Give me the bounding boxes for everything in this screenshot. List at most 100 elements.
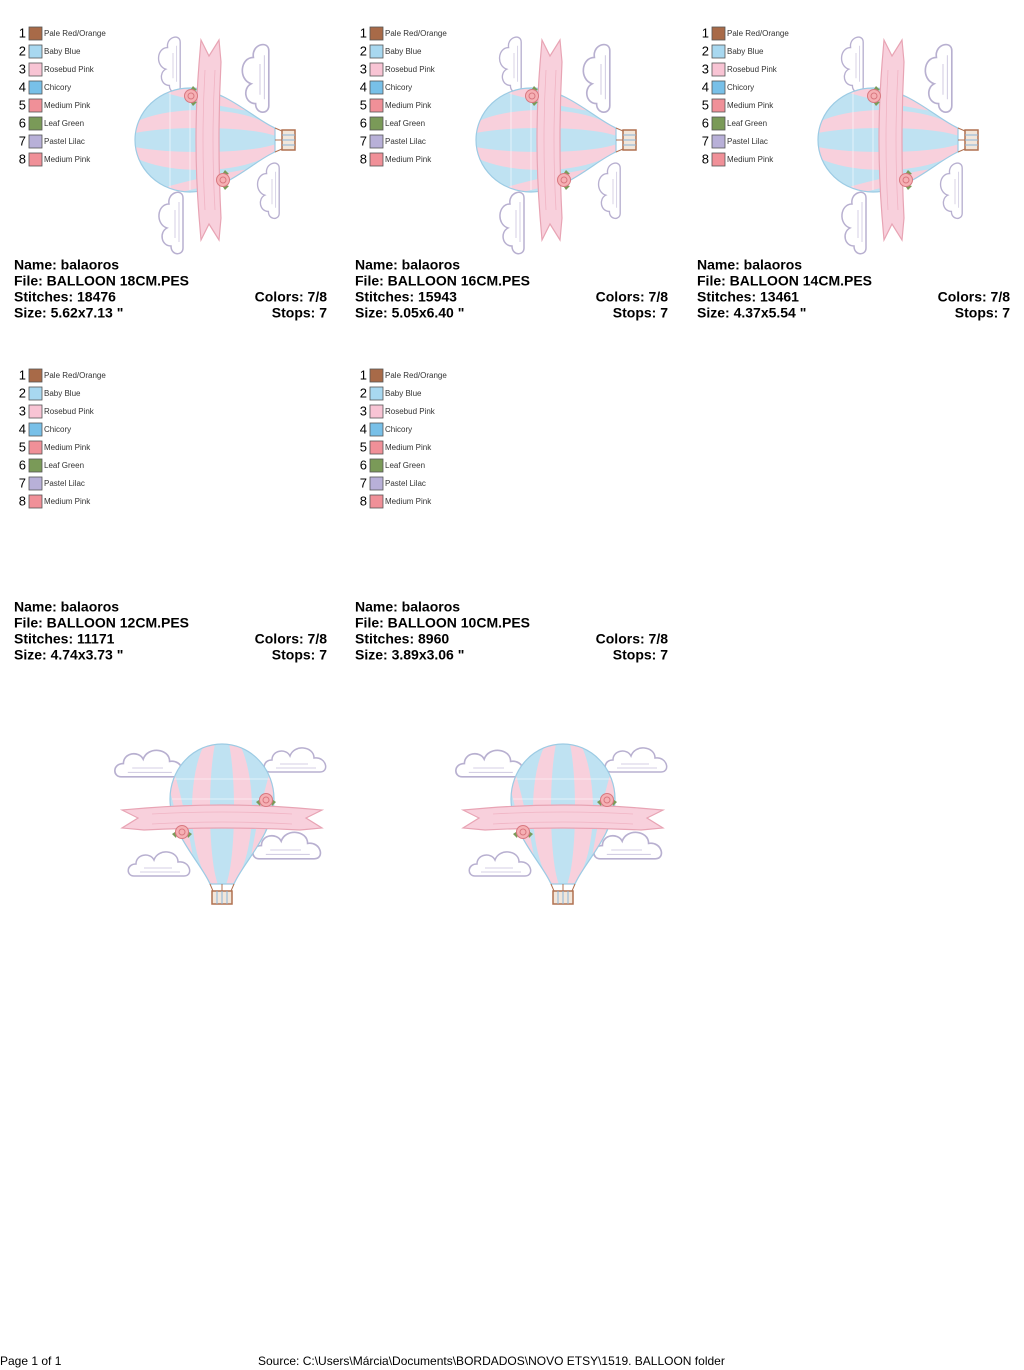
thread-number: 7: [702, 133, 709, 148]
design-stitches: Stitches: 8960: [355, 631, 449, 647]
thread-swatch: [369, 80, 384, 95]
thread-swatch: [711, 44, 726, 59]
design-size: Size: 4.74x3.73 ": [14, 647, 123, 663]
thread-number: 4: [360, 79, 367, 94]
cloud: [939, 162, 963, 220]
design-file: File: BALLOON 16CM.PES: [355, 273, 530, 289]
thread-number: 1: [360, 25, 367, 40]
thread-name: Medium Pink: [44, 497, 91, 506]
cloud: [841, 191, 867, 255]
thread-number: 7: [360, 475, 367, 490]
thread-name: Chicory: [385, 83, 412, 92]
thread-number: 4: [702, 79, 709, 94]
thread-number: 8: [360, 493, 367, 508]
thread-name: Pale Red/Orange: [44, 29, 106, 38]
thread-name: Medium Pink: [44, 101, 91, 110]
thread-number: 8: [702, 151, 709, 166]
design-file: File: BALLOON 14CM.PES: [697, 273, 872, 289]
thread-name: Pale Red/Orange: [385, 29, 447, 38]
thread-name: Medium Pink: [727, 101, 774, 110]
cloud: [157, 36, 181, 94]
thread-number: 5: [19, 97, 26, 112]
thread-name: Leaf Green: [385, 461, 425, 470]
design-stops: Stops: 7: [613, 305, 668, 321]
thread-swatch: [369, 494, 384, 509]
cloud: [604, 747, 668, 773]
thread-name: Rosebud Pink: [385, 407, 436, 416]
thread-swatch: [369, 152, 384, 167]
thread-name: Baby Blue: [727, 47, 764, 56]
thread-name: Pastel Lilac: [385, 479, 426, 488]
thread-number: 6: [360, 115, 367, 130]
thread-number: 2: [19, 385, 26, 400]
cloud: [468, 851, 532, 877]
thread-number: 4: [19, 79, 26, 94]
thread-swatch: [28, 368, 43, 383]
thread-number: 4: [19, 421, 26, 436]
thread-number: 8: [360, 151, 367, 166]
design-size: Size: 4.37x5.54 ": [697, 305, 806, 321]
cloud: [455, 749, 525, 778]
thread-swatch: [369, 116, 384, 131]
thread-number: 5: [360, 439, 367, 454]
thread-swatch: [369, 26, 384, 41]
thread-number: 2: [360, 385, 367, 400]
thread-swatch: [28, 422, 43, 437]
thread-swatch: [28, 458, 43, 473]
design-size: Size: 5.05x6.40 ": [355, 305, 464, 321]
thread-name: Baby Blue: [385, 47, 422, 56]
thread-number: 8: [19, 493, 26, 508]
thread-name: Leaf Green: [385, 119, 425, 128]
thread-swatch: [28, 476, 43, 491]
thread-name: Pastel Lilac: [727, 137, 768, 146]
cloud: [114, 749, 184, 778]
design-artwork: [461, 37, 636, 255]
thread-number: 1: [702, 25, 709, 40]
thread-number: 6: [360, 457, 367, 472]
page-number: Page 1 of 1: [0, 1354, 62, 1368]
thread-swatch: [369, 386, 384, 401]
thread-swatch: [28, 44, 43, 59]
thread-name: Rosebud Pink: [44, 407, 95, 416]
thread-swatch: [711, 80, 726, 95]
thread-swatch: [369, 440, 384, 455]
thread-swatch: [369, 98, 384, 113]
cloud: [924, 43, 953, 113]
design-artwork: [803, 36, 978, 255]
thread-number: 3: [360, 61, 367, 76]
design-stitches: Stitches: 11171: [14, 631, 115, 647]
thread-swatch: [369, 44, 384, 59]
thread-number: 2: [360, 43, 367, 58]
thread-swatch: [28, 494, 43, 509]
design-name: Name: balaoros: [697, 257, 802, 273]
thread-number: 1: [360, 367, 367, 382]
thread-name: Pastel Lilac: [385, 137, 426, 146]
cloud: [256, 162, 280, 220]
thread-number: 2: [19, 43, 26, 58]
thread-swatch: [28, 134, 43, 149]
thread-number: 1: [19, 25, 26, 40]
thread-swatch: [369, 62, 384, 77]
source-path: Source: C:\Users\Márcia\Documents\BORDAD…: [258, 1354, 725, 1368]
thread-swatch: [28, 386, 43, 401]
design-colors: Colors: 7/8: [596, 631, 669, 647]
thread-number: 7: [19, 475, 26, 490]
design-colors: Colors: 7/8: [596, 289, 669, 305]
thread-name: Medium Pink: [44, 155, 91, 164]
cloud: [582, 43, 611, 113]
thread-number: 3: [19, 403, 26, 418]
thread-number: 2: [702, 43, 709, 58]
thread-name: Medium Pink: [385, 101, 432, 110]
thread-number: 8: [19, 151, 26, 166]
thread-name: Medium Pink: [44, 443, 91, 452]
thread-name: Rosebud Pink: [727, 65, 778, 74]
thread-number: 5: [360, 97, 367, 112]
cloud: [840, 36, 864, 94]
thread-number: 6: [702, 115, 709, 130]
design-stitches: Stitches: 15943: [355, 289, 457, 305]
thread-name: Pale Red/Orange: [44, 371, 106, 380]
thread-swatch: [711, 134, 726, 149]
thread-name: Baby Blue: [44, 47, 81, 56]
design-card: 1 Pale Red/Orange 2 Baby Blue 3 Rosebud Pink 4…: [355, 367, 668, 904]
